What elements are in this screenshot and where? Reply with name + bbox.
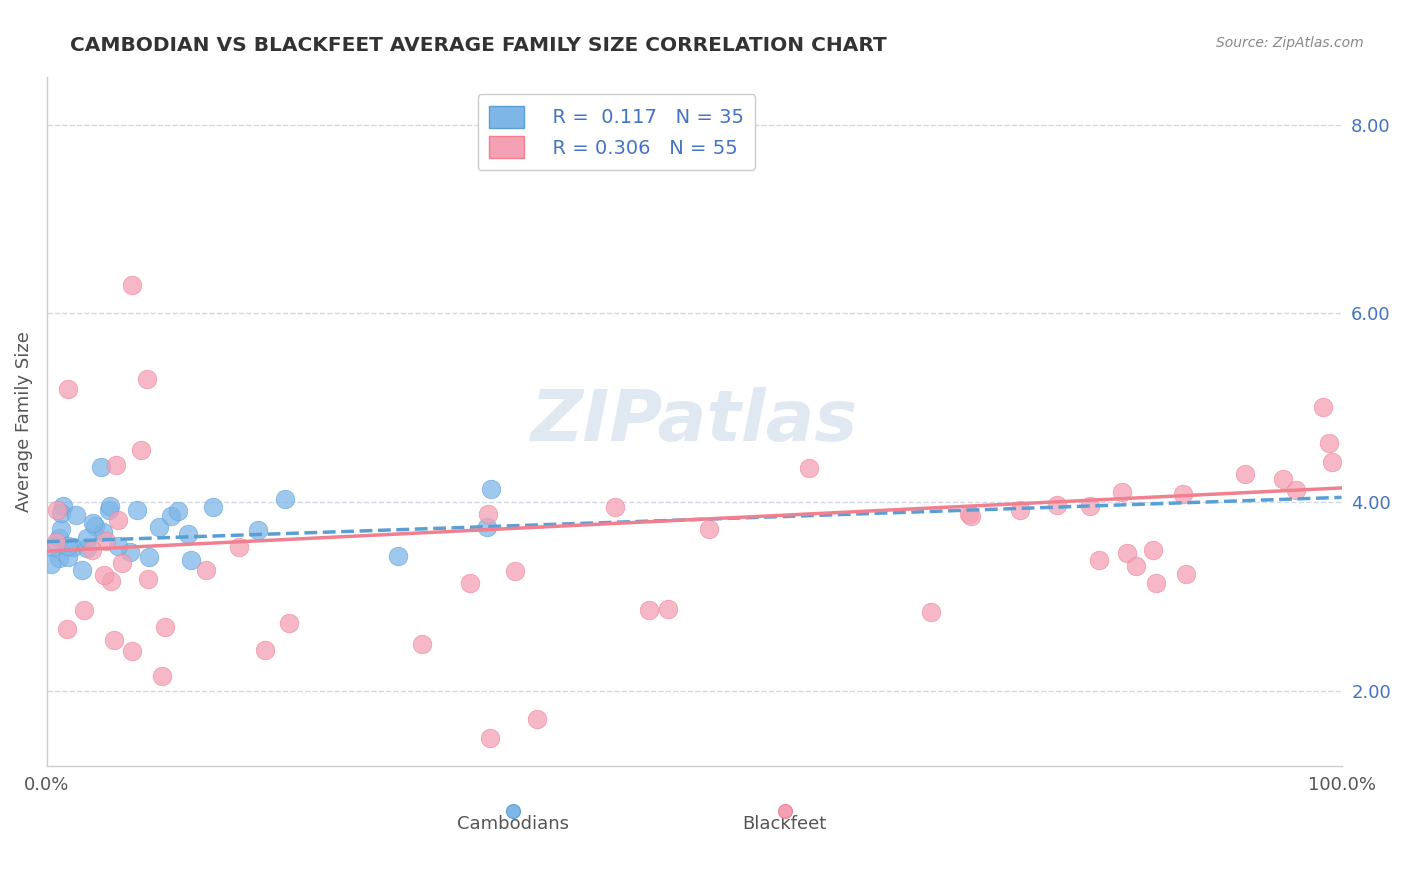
Blackfeet	[920, 605, 942, 619]
Cambodians	[148, 519, 170, 533]
Blackfeet	[93, 567, 115, 582]
Cambodians	[475, 519, 498, 533]
Blackfeet	[603, 500, 626, 515]
Cambodians	[58, 550, 80, 565]
Legend:   R =  0.117   N = 35,   R = 0.306   N = 55: R = 0.117 N = 35, R = 0.306 N = 55	[478, 94, 755, 170]
Cambodians	[98, 499, 121, 513]
Blackfeet	[1116, 546, 1139, 560]
Blackfeet	[797, 461, 820, 475]
Blackfeet	[136, 372, 159, 386]
Cambodians	[84, 518, 107, 533]
Blackfeet	[1285, 483, 1308, 497]
Blackfeet	[94, 533, 117, 548]
Blackfeet	[136, 572, 159, 586]
Blackfeet	[503, 564, 526, 578]
Cambodians	[202, 500, 225, 514]
Blackfeet	[195, 563, 218, 577]
Text: Blackfeet: Blackfeet	[742, 814, 827, 832]
Blackfeet	[1010, 502, 1032, 516]
Blackfeet	[477, 507, 499, 521]
Blackfeet	[73, 603, 96, 617]
Blackfeet	[697, 522, 720, 536]
Cambodians	[118, 545, 141, 559]
Cambodians	[167, 504, 190, 518]
Cambodians	[49, 506, 72, 520]
Blackfeet	[46, 503, 69, 517]
Cambodians	[49, 522, 72, 536]
Blackfeet	[121, 644, 143, 658]
Cambodians	[70, 563, 93, 577]
Blackfeet	[479, 731, 502, 745]
Blackfeet	[254, 643, 277, 657]
Cambodians	[97, 502, 120, 516]
Blackfeet	[152, 669, 174, 683]
Cambodians	[65, 508, 87, 522]
Cambodians	[91, 525, 114, 540]
Blackfeet	[458, 576, 481, 591]
Blackfeet	[100, 574, 122, 588]
Blackfeet	[1111, 484, 1133, 499]
Blackfeet	[1125, 559, 1147, 574]
Cambodians	[56, 539, 79, 553]
Blackfeet	[526, 712, 548, 726]
Blackfeet	[104, 458, 127, 473]
Cambodians	[159, 508, 181, 523]
Blackfeet	[411, 637, 433, 651]
Blackfeet	[1142, 542, 1164, 557]
Cambodians	[76, 541, 98, 555]
Blackfeet	[1312, 400, 1334, 414]
Blackfeet	[1144, 575, 1167, 590]
Cambodians	[52, 499, 75, 513]
Cambodians	[48, 550, 70, 565]
Blackfeet	[228, 540, 250, 554]
Blackfeet	[1271, 472, 1294, 486]
Blackfeet	[1088, 553, 1111, 567]
Cambodians	[127, 502, 149, 516]
Blackfeet	[638, 602, 661, 616]
Blackfeet	[55, 623, 77, 637]
Cambodians	[90, 459, 112, 474]
Text: Source: ZipAtlas.com: Source: ZipAtlas.com	[1216, 36, 1364, 50]
Text: CAMBODIAN VS BLACKFEET AVERAGE FAMILY SIZE CORRELATION CHART: CAMBODIAN VS BLACKFEET AVERAGE FAMILY SI…	[70, 36, 887, 54]
Point	[41, 879, 63, 892]
Blackfeet	[121, 278, 143, 293]
Cambodians	[107, 539, 129, 553]
Cambodians	[479, 482, 502, 496]
Blackfeet	[56, 382, 79, 396]
Blackfeet	[1322, 455, 1344, 469]
Blackfeet	[103, 632, 125, 647]
Y-axis label: Average Family Size: Average Family Size	[15, 332, 32, 512]
Cambodians	[246, 523, 269, 537]
Blackfeet	[1078, 500, 1101, 514]
Blackfeet	[111, 556, 134, 570]
Text: Cambodians: Cambodians	[457, 814, 569, 832]
Text: ZIPatlas: ZIPatlas	[530, 387, 858, 457]
Blackfeet	[657, 602, 679, 616]
Blackfeet	[153, 620, 176, 634]
Cambodians	[180, 553, 202, 567]
Cambodians	[48, 531, 70, 545]
Blackfeet	[129, 442, 152, 457]
Blackfeet	[957, 507, 980, 521]
Cambodians	[39, 557, 62, 571]
Blackfeet	[1046, 498, 1069, 512]
Blackfeet	[1319, 436, 1341, 450]
Blackfeet	[107, 513, 129, 527]
Point	[44, 879, 66, 892]
Blackfeet	[277, 616, 299, 631]
Cambodians	[76, 531, 98, 545]
Cambodians	[42, 540, 65, 554]
Blackfeet	[1234, 467, 1257, 482]
Cambodians	[387, 549, 409, 563]
Cambodians	[274, 491, 297, 506]
Cambodians	[138, 549, 160, 564]
Blackfeet	[1174, 567, 1197, 582]
Blackfeet	[1173, 487, 1195, 501]
Cambodians	[177, 526, 200, 541]
Cambodians	[82, 516, 104, 531]
Blackfeet	[80, 543, 103, 558]
Blackfeet	[45, 534, 67, 549]
Blackfeet	[959, 509, 981, 524]
Cambodians	[62, 541, 84, 555]
